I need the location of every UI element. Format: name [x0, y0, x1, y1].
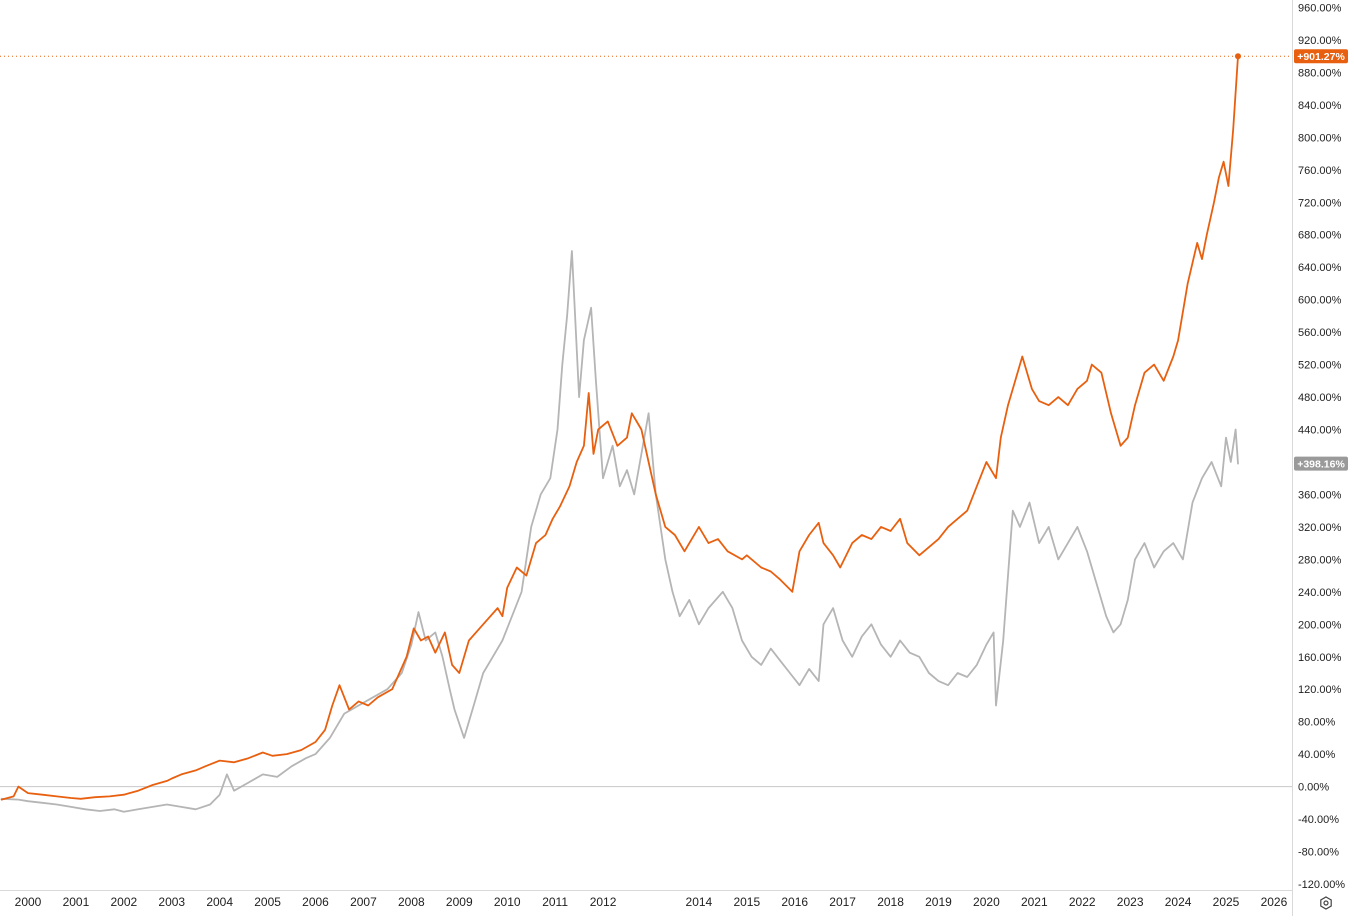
x-tick-label: 2004: [206, 895, 233, 909]
y-tick-label: 760.00%: [1298, 165, 1342, 177]
y-tick-label: 640.00%: [1298, 262, 1342, 274]
y-tick-label: 360.00%: [1298, 489, 1342, 501]
y-tick-label: -120.00%: [1298, 879, 1345, 891]
x-tick-label: 2022: [1069, 895, 1096, 909]
y-tick-label: 200.00%: [1298, 619, 1342, 631]
x-tick-label: 2025: [1213, 895, 1240, 909]
x-tick-label: 2005: [254, 895, 281, 909]
y-tick-label: 40.00%: [1298, 749, 1336, 761]
y-tick-label: 840.00%: [1298, 100, 1342, 112]
y-tick-label: 440.00%: [1298, 425, 1342, 437]
x-tick-label: 2003: [158, 895, 185, 909]
y-tick-label: 800.00%: [1298, 132, 1342, 144]
x-tick-label: 2018: [877, 895, 904, 909]
y-tick-label: 880.00%: [1298, 67, 1342, 79]
x-tick-label: 2020: [973, 895, 1000, 909]
x-tick-label: 2001: [63, 895, 90, 909]
x-tick-label: 2026: [1261, 895, 1288, 909]
y-tick-label: -80.00%: [1298, 847, 1339, 859]
x-tick-label: 2000: [15, 895, 42, 909]
x-tick-label: 2019: [925, 895, 952, 909]
x-tick-label: 2014: [686, 895, 713, 909]
x-tick-label: 2009: [446, 895, 473, 909]
x-tick-label: 2011: [542, 895, 568, 909]
y-tick-label: 680.00%: [1298, 230, 1342, 242]
x-tick-label: 2008: [398, 895, 425, 909]
y-tick-label: 80.00%: [1298, 717, 1336, 729]
y-tick-label: 240.00%: [1298, 587, 1342, 599]
y-tick-label: 520.00%: [1298, 360, 1342, 372]
series-line-primary: [0, 55, 1239, 801]
x-tick-label: 2012: [590, 895, 617, 909]
x-tick-label: 2023: [1117, 895, 1144, 909]
last-value-badge-comparison: [1294, 456, 1348, 471]
settings-icon: [1320, 896, 1332, 910]
last-value-label: +901.27%: [1297, 51, 1345, 63]
x-tick-label: 2010: [494, 895, 521, 909]
y-tick-label: -40.00%: [1298, 814, 1339, 826]
y-tick-label: 920.00%: [1298, 35, 1342, 47]
y-tick-label: 160.00%: [1298, 652, 1342, 664]
series-line-comparison: [0, 250, 1239, 813]
y-tick-label: 480.00%: [1298, 392, 1342, 404]
y-tick-label: 600.00%: [1298, 295, 1342, 307]
x-tick-label: 2016: [781, 895, 808, 909]
x-tick-label: 2007: [350, 895, 377, 909]
x-tick-label: 2006: [302, 895, 329, 909]
last-value-marker: [1234, 53, 1241, 60]
last-value-badge-primary: [1294, 49, 1348, 64]
y-tick-label: 0.00%: [1298, 782, 1329, 794]
y-tick-label: 560.00%: [1298, 327, 1342, 339]
x-tick-label: 2021: [1021, 895, 1048, 909]
y-tick-label: 120.00%: [1298, 684, 1342, 696]
y-tick-label: 720.00%: [1298, 197, 1342, 209]
x-tick-label: 2002: [110, 895, 137, 909]
x-tick-label: 2017: [829, 895, 856, 909]
y-tick-label: 320.00%: [1298, 522, 1342, 534]
x-tick-label: 2024: [1165, 895, 1192, 909]
y-tick-label: 280.00%: [1298, 554, 1342, 566]
chart-settings-button[interactable]: [1316, 893, 1336, 913]
x-tick-label: 2015: [733, 895, 760, 909]
y-tick-label: 960.00%: [1298, 3, 1342, 15]
last-value-label: +398.16%: [1297, 459, 1345, 471]
